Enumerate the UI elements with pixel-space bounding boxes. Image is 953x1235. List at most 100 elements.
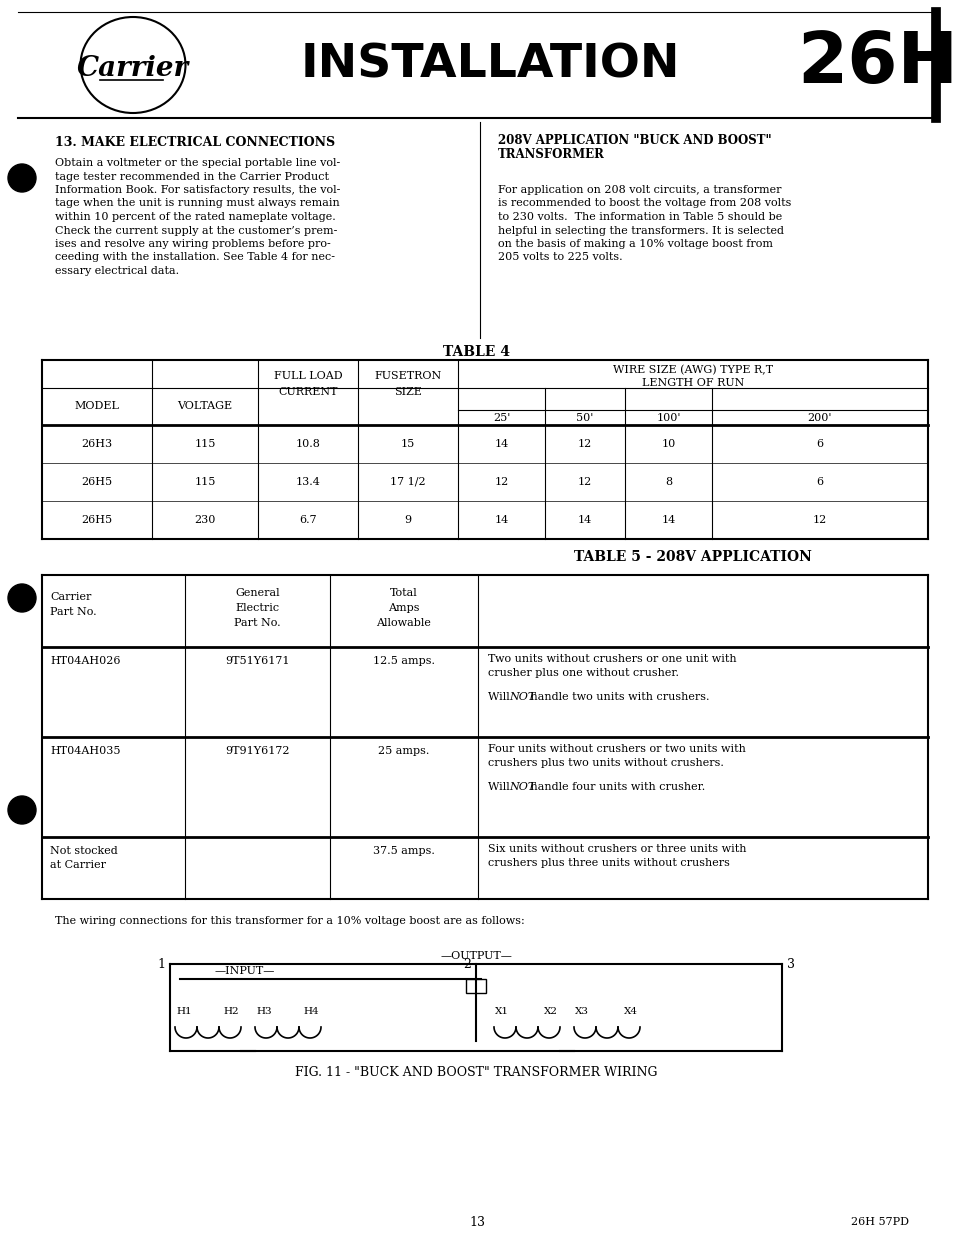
Text: 200': 200' [807,412,831,424]
Text: 8: 8 [664,477,671,487]
Text: 12: 12 [578,438,592,450]
Text: TABLE 5 - 208V APPLICATION: TABLE 5 - 208V APPLICATION [574,550,811,564]
Text: helpful in selecting the transformers. It is selected: helpful in selecting the transformers. I… [497,226,783,236]
Text: TRANSFORMER: TRANSFORMER [497,147,604,161]
Text: Part No.: Part No. [233,618,280,629]
Text: essary electrical data.: essary electrical data. [55,266,179,275]
Text: FIG. 11 - "BUCK AND BOOST" TRANSFORMER WIRING: FIG. 11 - "BUCK AND BOOST" TRANSFORMER W… [294,1067,657,1079]
Text: tage tester recommended in the Carrier Product: tage tester recommended in the Carrier P… [55,172,329,182]
Text: 9: 9 [404,515,411,525]
Text: 6: 6 [816,438,822,450]
Text: 50': 50' [576,412,593,424]
Text: 14: 14 [578,515,592,525]
Text: H3: H3 [255,1007,272,1015]
Bar [465,979,485,993]
Text: 26H5: 26H5 [81,477,112,487]
Text: Not stocked: Not stocked [50,846,117,856]
Text: 9T51Y6171: 9T51Y6171 [225,656,290,666]
Text: The wiring connections for this transformer for a 10% voltage boost are as follo: The wiring connections for this transfor… [55,916,524,926]
Text: X1: X1 [495,1007,509,1015]
Text: WIRE SIZE (AWG) TYPE R,T: WIRE SIZE (AWG) TYPE R,T [612,364,772,375]
Text: CURRENT: CURRENT [278,387,337,396]
Text: NOT: NOT [509,782,536,792]
Text: VOLTAGE: VOLTAGE [177,401,233,411]
Text: 6.7: 6.7 [299,515,316,525]
Text: Electric: Electric [235,603,279,613]
Text: HT04AH035: HT04AH035 [50,746,120,756]
Text: 12: 12 [578,477,592,487]
Text: crushers plus two units without crushers.: crushers plus two units without crushers… [488,758,723,768]
Circle shape [8,584,36,613]
Text: LENGTH OF RUN: LENGTH OF RUN [641,378,743,388]
Text: 3: 3 [786,957,794,971]
Text: NOT: NOT [509,692,536,701]
Circle shape [8,797,36,824]
Text: X3: X3 [575,1007,588,1015]
Text: Carrier: Carrier [77,54,189,82]
Text: 17 1/2: 17 1/2 [390,477,425,487]
Text: —INPUT—: —INPUT— [214,966,274,976]
Text: 13: 13 [469,1215,484,1229]
Circle shape [8,164,36,191]
Text: Amps: Amps [388,603,419,613]
Text: 208V APPLICATION "BUCK AND BOOST": 208V APPLICATION "BUCK AND BOOST" [497,133,771,147]
Text: X4: X4 [623,1007,638,1015]
Text: Six units without crushers or three units with: Six units without crushers or three unit… [488,844,745,853]
Text: MODEL: MODEL [74,401,119,411]
Text: 10: 10 [660,438,675,450]
Text: 14: 14 [660,515,675,525]
Text: Four units without crushers or two units with: Four units without crushers or two units… [488,743,745,755]
Text: 26H5: 26H5 [81,515,112,525]
Text: Allowable: Allowable [376,618,431,629]
Text: H2: H2 [223,1007,239,1015]
Text: INSTALLATION: INSTALLATION [300,42,679,88]
Text: TABLE 4: TABLE 4 [443,345,510,359]
Text: Will: Will [488,692,513,701]
Text: 115: 115 [194,438,215,450]
Text: General: General [235,588,279,598]
Text: Two units without crushers or one unit with: Two units without crushers or one unit w… [488,655,736,664]
Text: Check the current supply at the customer’s prem-: Check the current supply at the customer… [55,226,337,236]
Text: HT04AH026: HT04AH026 [50,656,120,666]
Text: 12: 12 [494,477,508,487]
Text: 2: 2 [462,957,471,971]
Text: crushers plus three units without crushers: crushers plus three units without crushe… [488,858,729,868]
Text: 14: 14 [494,515,508,525]
Text: Total: Total [390,588,417,598]
Text: 115: 115 [194,477,215,487]
Text: H4: H4 [303,1007,318,1015]
Text: H1: H1 [175,1007,192,1015]
Text: 25 amps.: 25 amps. [378,746,429,756]
Text: 10.8: 10.8 [295,438,320,450]
Text: Information Book. For satisfactory results, the vol-: Information Book. For satisfactory resul… [55,185,340,195]
Text: 12.5 amps.: 12.5 amps. [373,656,435,666]
Text: within 10 percent of the rated nameplate voltage.: within 10 percent of the rated nameplate… [55,212,335,222]
Text: FUSETRON: FUSETRON [374,370,441,382]
Text: ceeding with the installation. See Table 4 for nec-: ceeding with the installation. See Table… [55,252,335,263]
Text: Will: Will [488,782,513,792]
Text: X2: X2 [543,1007,558,1015]
Text: 12: 12 [812,515,826,525]
Text: 6: 6 [816,477,822,487]
Text: SIZE: SIZE [394,387,421,396]
Text: Carrier: Carrier [50,592,91,601]
Text: crusher plus one without crusher.: crusher plus one without crusher. [488,668,679,678]
Text: ises and resolve any wiring problems before pro-: ises and resolve any wiring problems bef… [55,240,331,249]
Text: Obtain a voltmeter or the special portable line vol-: Obtain a voltmeter or the special portab… [55,158,340,168]
Text: is recommended to boost the voltage from 208 volts: is recommended to boost the voltage from… [497,199,791,209]
Text: handle four units with crusher.: handle four units with crusher. [527,782,705,792]
Text: 205 volts to 225 volts.: 205 volts to 225 volts. [497,252,622,263]
Text: on the basis of making a 10% voltage boost from: on the basis of making a 10% voltage boo… [497,240,772,249]
Text: FULL LOAD: FULL LOAD [274,370,342,382]
Text: 15: 15 [400,438,415,450]
Text: 14: 14 [494,438,508,450]
Text: 13.4: 13.4 [295,477,320,487]
Text: 25': 25' [493,412,510,424]
Text: 13. MAKE ELECTRICAL CONNECTIONS: 13. MAKE ELECTRICAL CONNECTIONS [55,136,335,148]
Text: —OUTPUT—: —OUTPUT— [439,951,512,961]
Text: at Carrier: at Carrier [50,860,106,869]
Text: 100': 100' [656,412,680,424]
Text: 26H3: 26H3 [81,438,112,450]
Text: tage when the unit is running must always remain: tage when the unit is running must alway… [55,199,339,209]
Text: 230: 230 [194,515,215,525]
